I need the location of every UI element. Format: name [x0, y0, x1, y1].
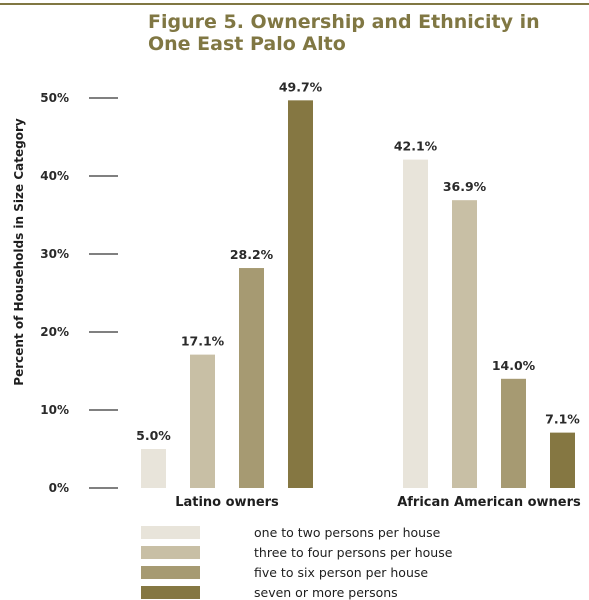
data-label: 17.1%: [181, 334, 225, 349]
chart-title-line-2: One East Palo Alto: [148, 33, 346, 55]
chart-title-line-1: Figure 5. Ownership and Ethnicity in: [148, 11, 540, 33]
y-axis: 0% 10% 20% 30% 40% 50%: [40, 91, 118, 495]
y-tick-label: 20%: [40, 325, 69, 339]
category-label: Latino owners: [175, 495, 279, 510]
y-tick-label: 30%: [40, 247, 69, 261]
legend-label: five to six person per house: [254, 565, 428, 580]
y-tick-label: 10%: [40, 403, 69, 417]
bar: [239, 268, 264, 488]
category-labels: Latino owners African American owners: [175, 495, 581, 510]
legend: one to two persons per house three to fou…: [141, 525, 453, 600]
bar: [550, 432, 575, 488]
y-tick-label: 50%: [40, 91, 69, 105]
data-label: 5.0%: [136, 428, 171, 443]
data-label: 7.1%: [545, 412, 580, 427]
bar: [288, 100, 313, 488]
legend-swatch: [141, 546, 200, 559]
y-tick-label: 40%: [40, 169, 69, 183]
data-label: 36.9%: [443, 179, 487, 194]
legend-swatch: [141, 526, 200, 539]
legend-label: seven or more persons: [254, 585, 398, 600]
bar: [403, 159, 428, 488]
y-axis-label: Percent of Households in Size Category: [12, 118, 26, 386]
bar: [190, 354, 215, 488]
bar: [452, 200, 477, 488]
legend-label: one to two persons per house: [254, 525, 441, 540]
bar: [141, 449, 166, 488]
data-label: 28.2%: [230, 247, 274, 262]
data-label: 42.1%: [394, 139, 438, 154]
legend-swatch: [141, 566, 200, 579]
y-tick-label: 0%: [49, 481, 69, 495]
data-label: 49.7%: [279, 79, 323, 94]
category-label: African American owners: [397, 495, 581, 510]
legend-label: three to four persons per house: [254, 545, 453, 560]
bar: [501, 378, 526, 488]
legend-swatch: [141, 586, 200, 599]
data-label: 14.0%: [492, 358, 536, 373]
bars: 5.0% 42.1% 17.1% 36.9% 28.2% 14.0% 49.7% 7.1%: [136, 79, 580, 488]
